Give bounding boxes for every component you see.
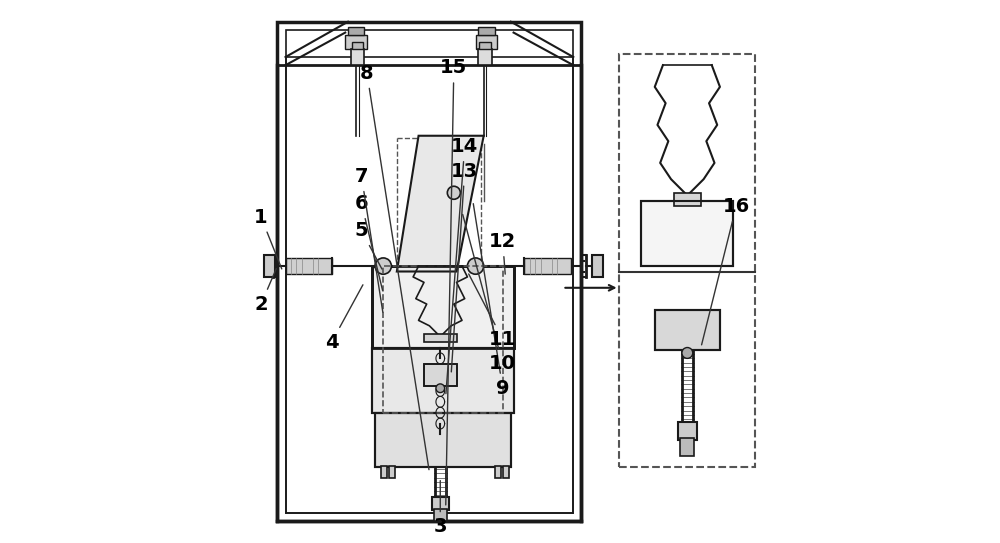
Bar (375, 413, 511, 467)
Bar (476, 35, 497, 49)
Bar (352, 42, 363, 49)
Text: 2: 2 (254, 269, 276, 313)
Bar (372, 348, 514, 413)
Bar (424, 364, 457, 386)
Bar (286, 258, 332, 274)
Circle shape (447, 186, 460, 199)
Bar (641, 201, 733, 266)
Bar (345, 35, 367, 49)
Bar (674, 193, 701, 206)
Circle shape (436, 384, 445, 393)
Bar (372, 266, 514, 348)
Bar (641, 201, 733, 266)
Text: 12: 12 (489, 232, 516, 274)
Bar (503, 466, 509, 478)
Circle shape (467, 258, 484, 274)
Text: 14: 14 (446, 137, 478, 394)
Bar (678, 422, 697, 440)
Text: 16: 16 (702, 197, 750, 345)
Bar (372, 348, 514, 413)
Bar (381, 466, 387, 478)
Bar (277, 22, 581, 521)
Text: 9: 9 (473, 204, 509, 397)
Circle shape (682, 348, 693, 358)
Bar (372, 266, 514, 348)
Bar (424, 334, 457, 342)
Bar (286, 30, 573, 513)
Bar (478, 27, 495, 35)
Bar (479, 42, 491, 49)
Text: 3: 3 (434, 481, 447, 536)
Polygon shape (397, 136, 484, 272)
Bar (592, 255, 603, 277)
Text: 11: 11 (469, 274, 516, 349)
Text: 7: 7 (355, 167, 383, 312)
Bar (434, 509, 447, 521)
Text: 15: 15 (440, 59, 467, 505)
Bar (655, 310, 720, 350)
Bar (348, 27, 364, 35)
Bar (383, 266, 503, 413)
Bar (264, 255, 275, 277)
Bar (619, 54, 755, 467)
Bar (351, 49, 364, 65)
Bar (524, 258, 571, 274)
Text: 5: 5 (355, 222, 382, 269)
Text: 10: 10 (463, 214, 516, 373)
Text: 4: 4 (325, 285, 363, 351)
Text: 6: 6 (355, 194, 383, 291)
Bar (655, 310, 720, 350)
Bar (375, 413, 511, 467)
Bar (495, 466, 501, 478)
Text: 13: 13 (451, 162, 478, 372)
Circle shape (375, 258, 391, 274)
Text: 1: 1 (254, 208, 282, 269)
Bar (478, 49, 492, 65)
Bar (389, 466, 395, 478)
Bar (432, 497, 449, 510)
Text: 8: 8 (360, 64, 429, 470)
Bar (424, 364, 457, 386)
Bar (680, 438, 694, 456)
